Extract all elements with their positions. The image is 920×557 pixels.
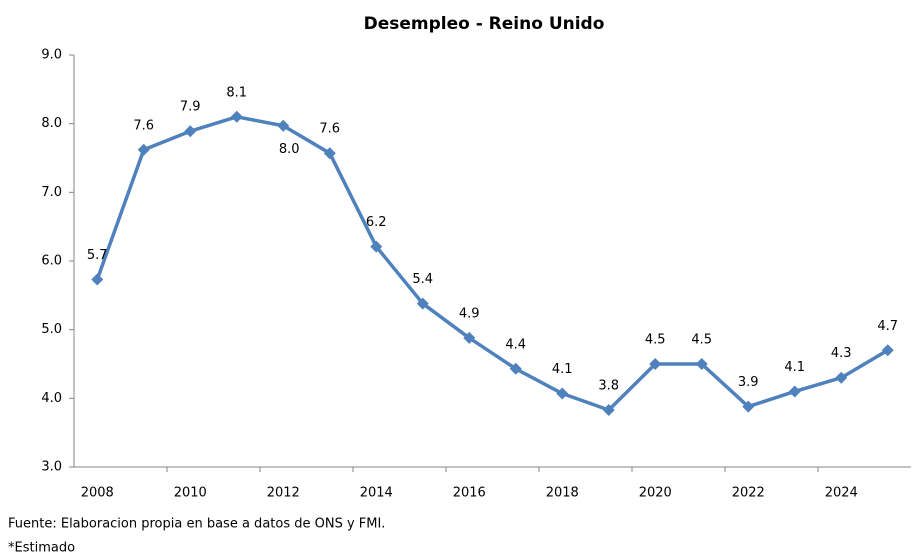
marker (509, 362, 522, 375)
marker (416, 297, 429, 310)
marker (556, 387, 569, 400)
marker (695, 358, 708, 370)
data-label: 4.3 (831, 346, 852, 361)
y-tick-label: 7.0 (41, 185, 62, 200)
data-label: 5.7 (87, 248, 108, 263)
y-tick-label: 5.0 (41, 322, 62, 337)
line-series (95, 115, 889, 412)
x-tick-label: 2020 (639, 486, 672, 501)
marker (184, 125, 197, 138)
data-label: 4.1 (552, 362, 573, 377)
x-tick-label: 2018 (546, 486, 579, 501)
data-label: 7.6 (319, 122, 340, 137)
marker (463, 331, 476, 344)
data-label: 4.5 (691, 333, 712, 348)
x-tick-label: 2014 (360, 486, 393, 501)
y-tick-label: 8.0 (41, 116, 62, 131)
footnote: *Estimado (8, 541, 75, 556)
data-label: 4.1 (784, 360, 805, 375)
marker (230, 110, 243, 123)
x-tick-label: 2008 (81, 486, 114, 501)
x-tick-label: 2022 (732, 486, 765, 501)
source-note: Fuente: Elaboracion propia en base a dat… (8, 517, 385, 532)
marker (91, 273, 104, 286)
data-label: 4.4 (505, 337, 526, 352)
x-tick-label: 2012 (267, 486, 300, 501)
data-label: 6.2 (366, 215, 387, 230)
marker (649, 358, 662, 370)
marker (788, 385, 801, 398)
marker (370, 240, 383, 253)
marker (742, 400, 755, 413)
data-label: 4.5 (645, 333, 666, 348)
y-tick-label: 9.0 (41, 48, 62, 63)
marker (323, 147, 336, 160)
chart-title: Desempleo - Reino Unido (364, 14, 605, 34)
marker (602, 404, 615, 417)
marker (881, 344, 894, 357)
y-tick-label: 6.0 (41, 254, 62, 269)
marker (835, 371, 848, 384)
x-tick-label: 2010 (174, 486, 207, 501)
x-tick-label: 2016 (453, 486, 486, 501)
y-tick-label: 3.0 (41, 460, 62, 475)
data-label: 3.8 (598, 379, 619, 394)
data-label: 7.6 (133, 118, 154, 133)
marker (277, 119, 290, 132)
y-tick-label: 4.0 (41, 391, 62, 406)
data-label: 5.4 (412, 272, 433, 287)
data-label: 4.9 (459, 306, 480, 321)
data-label: 8.0 (279, 142, 300, 157)
marker (137, 143, 150, 156)
x-tick-label: 2024 (825, 486, 858, 501)
data-label: 3.9 (738, 375, 759, 390)
data-label: 8.1 (226, 85, 247, 100)
data-label: 7.9 (180, 100, 201, 115)
data-label: 4.7 (877, 319, 898, 334)
